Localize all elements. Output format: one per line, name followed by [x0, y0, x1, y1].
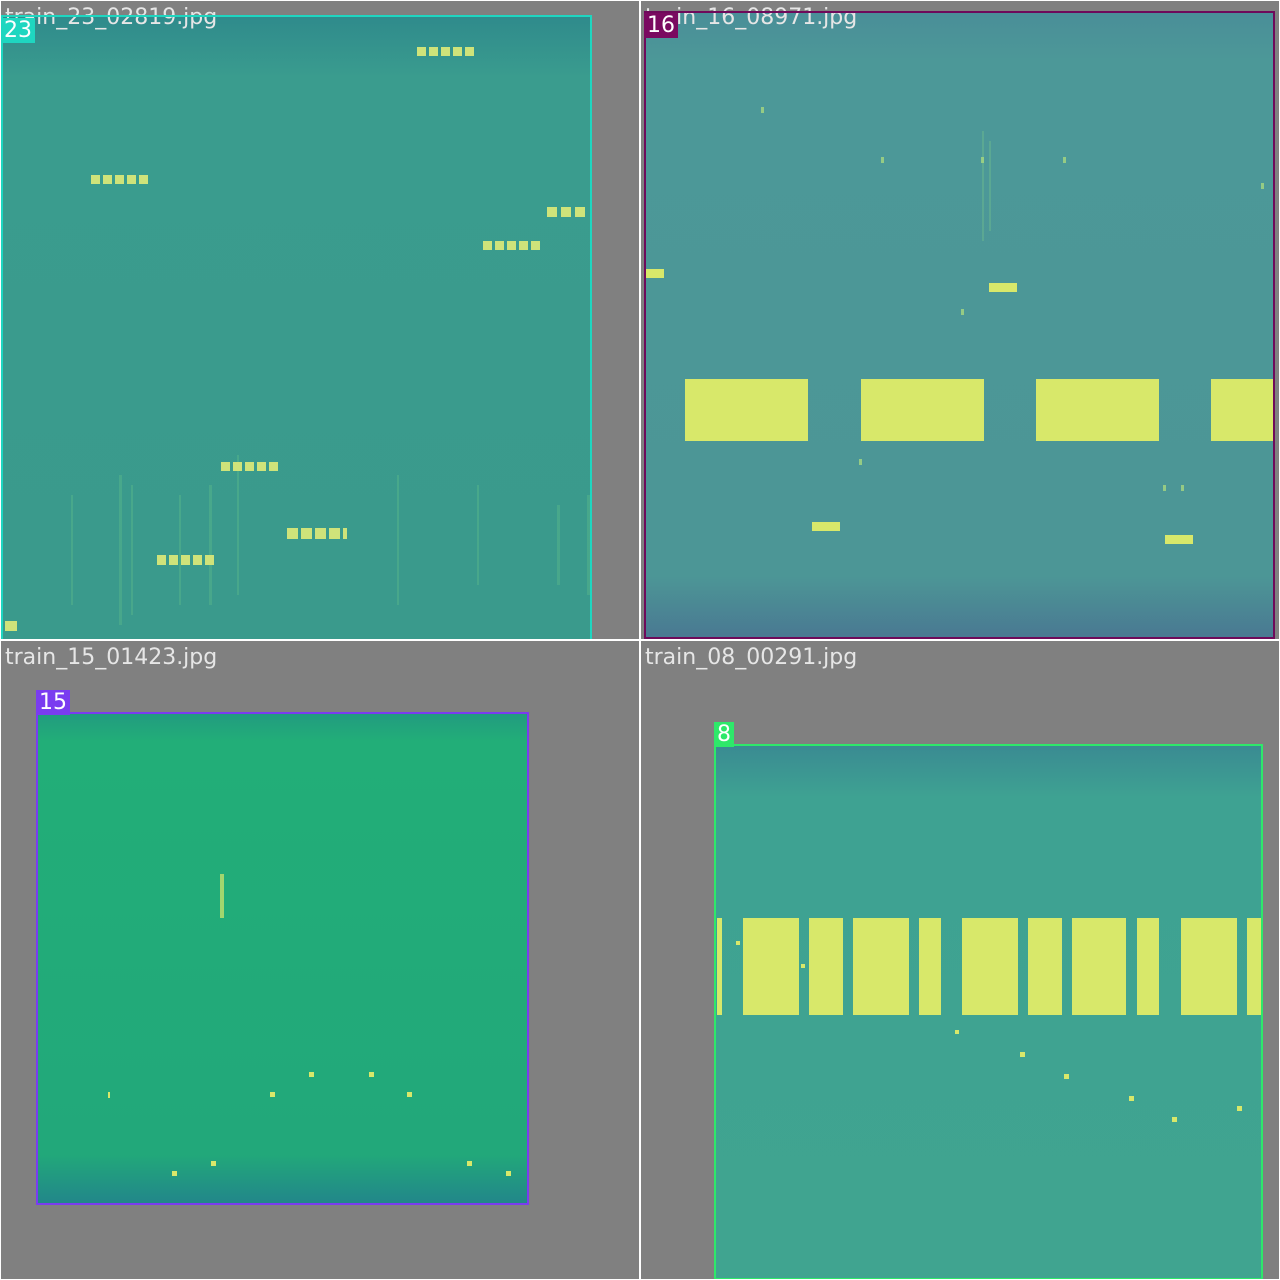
filename-label: train_16_08971.jpg	[645, 5, 858, 30]
filename-label: train_08_00291.jpg	[645, 645, 858, 670]
class-label: 8	[714, 722, 734, 747]
class-label: 15	[36, 690, 70, 715]
signal-blocks	[717, 918, 1262, 1015]
signal-dots	[108, 874, 511, 1176]
filename-label: train_15_01423.jpg	[5, 645, 218, 670]
spectrogram-image	[37, 712, 529, 1204]
signal-blocks	[646, 269, 1275, 544]
class-label: 16	[644, 13, 678, 38]
spectrogram-image	[645, 11, 1275, 639]
spectrogram-image	[715, 744, 1262, 1279]
filename-label: train_23_02819.jpg	[5, 5, 218, 30]
mosaic-tile-3: train_15_01423.jpg 15	[1, 641, 639, 1279]
mosaic-tile-1: train_23_02819.jpg 23	[1, 1, 639, 639]
class-label: 23	[1, 18, 35, 43]
mosaic-tile-4: train_08_00291.jpg 8	[641, 641, 1279, 1279]
mosaic-tile-2: train_16_08971.jpg 16	[641, 1, 1279, 639]
spectrogram-image	[1, 15, 591, 639]
signal-bursts	[5, 47, 585, 631]
